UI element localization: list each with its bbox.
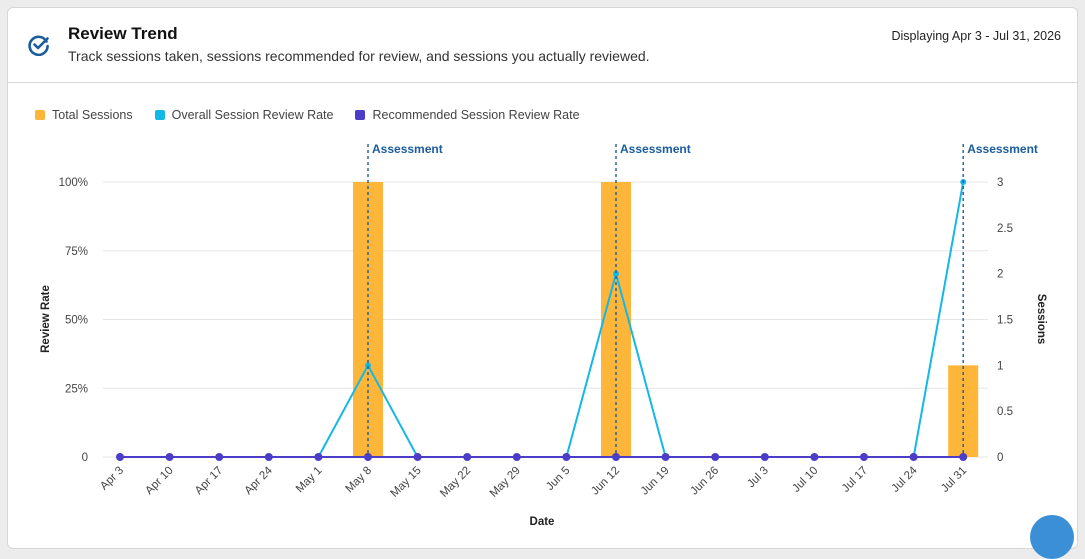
x-tick-label: Jun 19 <box>639 465 672 498</box>
x-tick-label: May 8 <box>343 465 374 496</box>
legend-item-total-sessions[interactable]: Total Sessions <box>35 108 133 122</box>
y-left-axis-title: Review Rate <box>40 285 52 353</box>
y-left-tick-label: 75% <box>65 246 88 258</box>
legend-label-recommended-rate: Recommended Session Review Rate <box>372 108 580 122</box>
x-tick-label: May 1 <box>294 465 325 496</box>
x-tick-label: Jul 3 <box>745 465 771 491</box>
legend-label-overall-rate: Overall Session Review Rate <box>171 108 334 122</box>
point-recommended-rate <box>711 453 720 461</box>
x-tick-label: Jul 10 <box>790 465 820 495</box>
y-right-tick-label: 0 <box>997 452 1003 464</box>
y-left-tick-label: 50% <box>65 315 88 327</box>
y-right-tick-label: 2.5 <box>997 223 1013 235</box>
x-tick-label: Jul 17 <box>840 465 870 495</box>
legend-item-recommended-rate[interactable]: Recommended Session Review Rate <box>355 108 580 122</box>
y-right-tick-label: 3 <box>997 177 1003 189</box>
review-trend-card: Review Trend Track sessions taken, sessi… <box>7 7 1078 549</box>
y-right-tick-label: 0.5 <box>997 406 1013 418</box>
point-recommended-rate <box>463 453 472 461</box>
x-tick-label: Apr 10 <box>143 465 175 497</box>
y-right-tick-label: 2 <box>997 269 1003 281</box>
help-button[interactable] <box>1030 515 1074 559</box>
legend-swatch-total-sessions <box>35 110 45 120</box>
x-axis-title: Date <box>530 516 555 528</box>
x-tick-label: May 15 <box>389 465 424 500</box>
y-right-tick-label: 1 <box>997 360 1003 372</box>
x-tick-label: Jun 12 <box>589 465 622 498</box>
point-recommended-rate <box>116 453 124 461</box>
assessment-marker-label: Assessment <box>372 142 443 156</box>
y-left-tick-label: 0 <box>82 452 88 464</box>
legend-label-total-sessions: Total Sessions <box>52 108 133 122</box>
chart-legend: Total Sessions Overall Session Review Ra… <box>35 108 580 122</box>
legend-item-overall-rate[interactable]: Overall Session Review Rate <box>154 108 334 122</box>
check-circle-icon <box>28 35 49 56</box>
date-range-label: Displaying Apr 3 - Jul 31, 2026 <box>891 29 1061 43</box>
assessment-marker-label: Assessment <box>620 142 691 156</box>
x-tick-label: Jun 26 <box>688 465 721 498</box>
card-subtitle: Track sessions taken, sessions recommend… <box>68 48 650 64</box>
x-tick-label: Jun 5 <box>544 465 572 493</box>
point-recommended-rate <box>562 453 571 461</box>
x-tick-label: Apr 24 <box>242 464 275 497</box>
y-left-tick-label: 25% <box>65 383 88 395</box>
y-right-axis-title: Sessions <box>1035 294 1047 345</box>
legend-swatch-overall-rate <box>154 110 165 120</box>
point-overall-rate <box>365 362 371 369</box>
point-recommended-rate <box>909 453 918 461</box>
point-recommended-rate <box>413 453 422 461</box>
point-recommended-rate <box>661 453 670 461</box>
assessment-marker-label: Assessment <box>967 142 1038 156</box>
point-recommended-rate <box>215 453 224 461</box>
y-left-tick-label: 100% <box>59 177 88 189</box>
point-recommended-rate <box>760 453 769 461</box>
x-tick-label: Jul 24 <box>890 464 921 495</box>
point-recommended-rate <box>264 453 273 461</box>
point-recommended-rate <box>810 453 819 461</box>
x-tick-label: Apr 3 <box>98 465 126 493</box>
review-trend-chart: 0 25% 50% 75% 100% 0 0.5 1 1.5 2 2.5 3 Assessment Ass… <box>40 142 1047 528</box>
x-tick-label: May 29 <box>488 465 523 500</box>
x-tick-label: Jul 31 <box>939 465 969 495</box>
point-recommended-rate <box>512 453 521 461</box>
x-tick-label: May 22 <box>438 465 473 500</box>
y-right-tick-label: 1.5 <box>997 315 1013 327</box>
card-title: Review Trend <box>68 24 178 43</box>
point-overall-rate <box>613 270 619 277</box>
point-recommended-rate <box>165 453 174 461</box>
point-recommended-rate <box>860 453 868 461</box>
legend-swatch-recommended-rate <box>355 110 366 120</box>
x-tick-label: Apr 17 <box>193 465 225 497</box>
card-header: Review Trend Track sessions taken, sessi… <box>8 8 1077 83</box>
point-recommended-rate <box>314 453 323 461</box>
